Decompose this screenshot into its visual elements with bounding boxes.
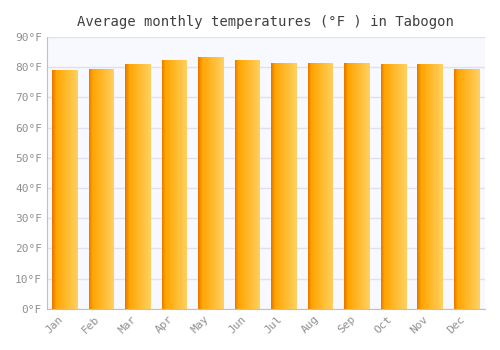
Title: Average monthly temperatures (°F ) in Tabogon: Average monthly temperatures (°F ) in Ta…	[78, 15, 454, 29]
